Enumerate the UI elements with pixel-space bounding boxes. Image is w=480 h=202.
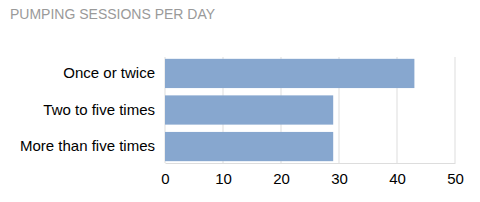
grid bbox=[165, 57, 455, 163]
x-tick-label: 10 bbox=[215, 170, 232, 187]
bar bbox=[165, 95, 333, 124]
x-tick-label: 20 bbox=[273, 170, 290, 187]
plot: 0 10 20 30 40 50 Once or twice Two to five time… bbox=[20, 57, 464, 187]
x-tick-label: 0 bbox=[161, 170, 169, 187]
x-axis: 0 10 20 30 40 50 bbox=[161, 163, 464, 187]
y-axis: Once or twice Two to five times More than … bbox=[20, 64, 165, 154]
x-tick: 0 bbox=[161, 163, 169, 187]
y-tick: Once or twice bbox=[63, 64, 165, 81]
x-tick: 50 bbox=[447, 163, 464, 187]
y-tick-label: Two to five times bbox=[43, 101, 155, 118]
y-tick-label: More than five times bbox=[20, 137, 155, 154]
bar bbox=[165, 59, 414, 88]
x-tick-label: 50 bbox=[447, 170, 464, 187]
x-tick: 10 bbox=[215, 163, 232, 187]
x-tick-label: 40 bbox=[389, 170, 406, 187]
x-tick: 30 bbox=[331, 163, 348, 187]
grid-line bbox=[455, 57, 456, 163]
x-tick-label: 30 bbox=[331, 170, 348, 187]
x-tick: 20 bbox=[273, 163, 290, 187]
title: PUMPING SESSIONS PER DAY bbox=[10, 6, 216, 22]
bar bbox=[165, 132, 333, 161]
x-tick: 40 bbox=[389, 163, 406, 187]
y-tick: More than five times bbox=[20, 137, 165, 154]
bars bbox=[165, 59, 414, 161]
x-axis-line bbox=[166, 163, 456, 164]
chart: PUMPING SESSIONS PER DAY 0 10 20 30 40 50 Once … bbox=[0, 0, 480, 202]
y-tick-label: Once or twice bbox=[63, 64, 155, 81]
y-tick: Two to five times bbox=[43, 101, 165, 118]
